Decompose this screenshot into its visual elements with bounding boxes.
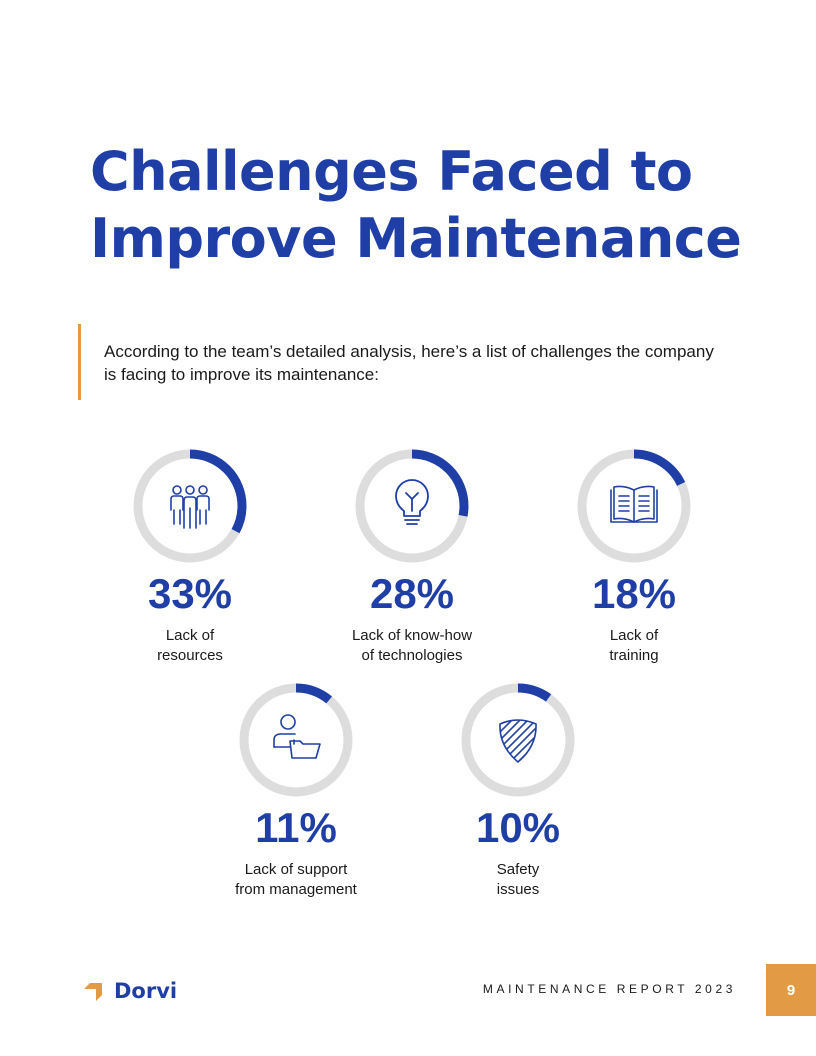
shield-icon bbox=[499, 719, 537, 763]
stat-lack-of-support: 11% Lack of support from management bbox=[196, 682, 396, 900]
percent-value: 11% bbox=[255, 804, 337, 851]
stat-label-line1: Lack of know-how bbox=[351, 627, 473, 644]
stat-label: Lack of training bbox=[534, 626, 734, 666]
progress-ring bbox=[461, 683, 575, 797]
page-number: 9 bbox=[766, 964, 816, 1016]
brand-arrow-icon bbox=[84, 983, 102, 1001]
percent-value: 33% bbox=[147, 570, 233, 617]
stat-label-line1: Lack of bbox=[165, 627, 215, 644]
percent-value: 10% bbox=[475, 804, 561, 851]
stat-lack-of-training: 18% Lack of training bbox=[534, 448, 734, 666]
stat-label: Safety issues bbox=[418, 860, 618, 900]
stat-label-line1: Lack of support bbox=[244, 861, 348, 878]
intro-text: According to the team’s detailed analysi… bbox=[104, 342, 714, 384]
progress-ring bbox=[133, 449, 247, 563]
progress-ring bbox=[355, 449, 469, 563]
stat-label-line2: from management bbox=[235, 881, 357, 898]
person-folder-icon bbox=[273, 714, 321, 759]
brand-name: Dorvi bbox=[114, 979, 178, 1003]
page-title: Challenges Faced to Improve Maintenance bbox=[90, 140, 742, 270]
ring-fill bbox=[577, 449, 691, 563]
stat-safety-issues: 10% Safety issues bbox=[418, 682, 618, 900]
progress-ring bbox=[577, 449, 691, 563]
stat-label-line1: Safety bbox=[496, 861, 540, 878]
ring-fill bbox=[461, 683, 575, 797]
percent-value: 28% bbox=[369, 570, 455, 617]
ring-track bbox=[239, 683, 353, 797]
ring-track bbox=[461, 683, 575, 797]
progress-ring bbox=[239, 683, 353, 797]
brand-logo[interactable]: Dorvi bbox=[80, 978, 177, 1004]
open-book-icon bbox=[610, 485, 658, 523]
percent-value: 18% bbox=[591, 570, 677, 617]
ring-fill bbox=[355, 449, 469, 563]
stat-label: Lack of resources bbox=[90, 626, 290, 666]
stat-lack-of-resources: 33% Lack of resources bbox=[90, 448, 290, 666]
stat-label-line2: of technologies bbox=[361, 647, 463, 664]
report-title: MAINTENANCE REPORT 2023 bbox=[482, 982, 736, 996]
stat-label-line2: training bbox=[609, 647, 659, 664]
intro-accent-bar bbox=[78, 324, 81, 400]
lightbulb-icon bbox=[395, 479, 429, 525]
stat-label-line2: issues bbox=[496, 881, 540, 898]
stat-label: Lack of support from management bbox=[196, 860, 396, 900]
stat-label-line2: resources bbox=[157, 647, 223, 664]
stat-label: Lack of know-how of technologies bbox=[312, 626, 512, 666]
people-group-icon bbox=[170, 485, 210, 529]
stat-lack-of-know-how: 28% Lack of know-how of technologies bbox=[312, 448, 512, 666]
ring-fill bbox=[239, 683, 353, 797]
stat-label-line1: Lack of bbox=[609, 627, 659, 644]
ring-fill bbox=[133, 449, 247, 563]
